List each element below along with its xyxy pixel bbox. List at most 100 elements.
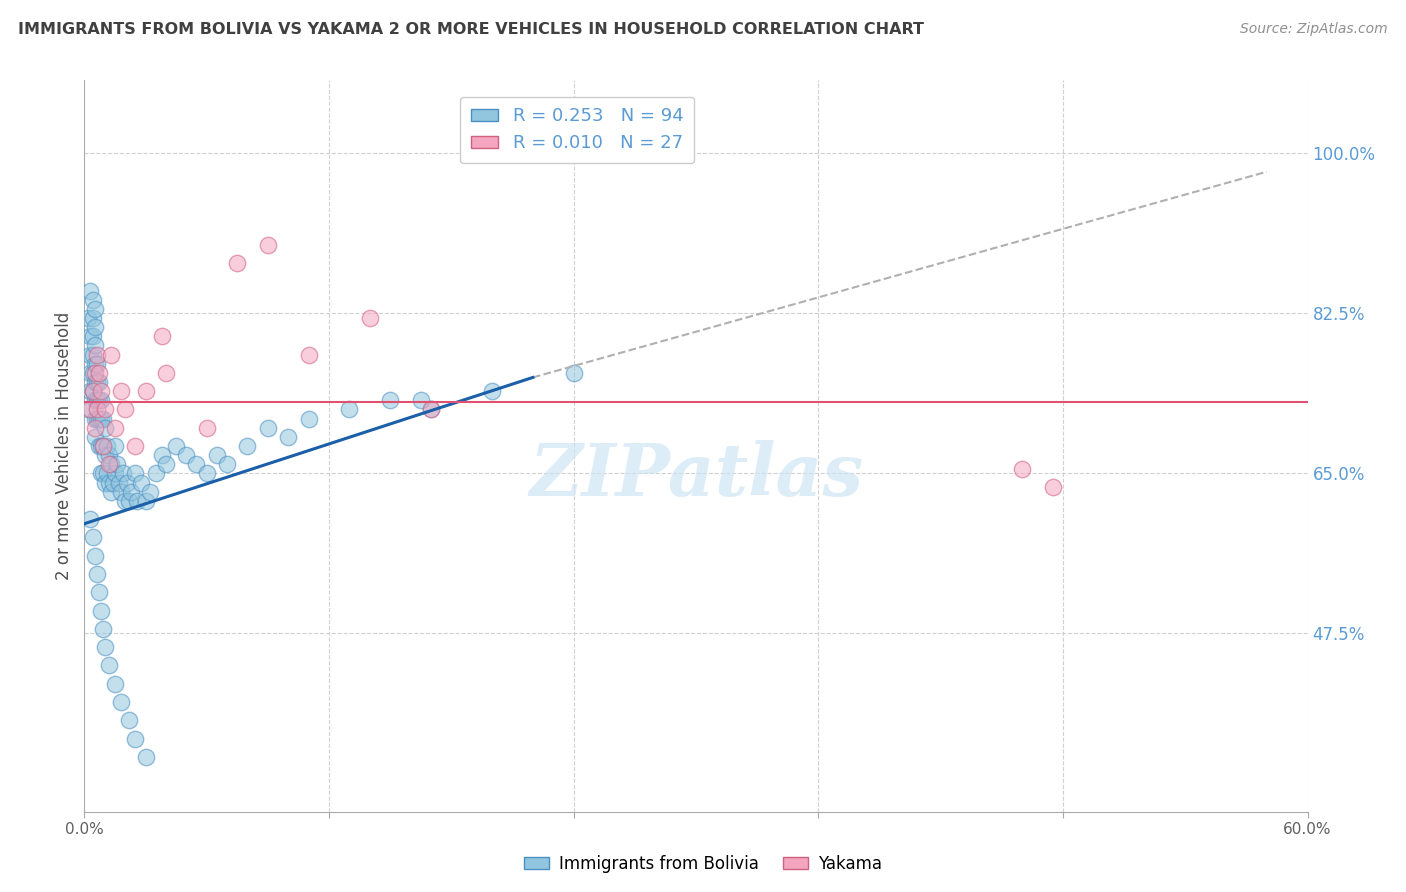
Point: [87, 585, 110, 599]
Point: [93, 448, 115, 462]
Point: [186, 457, 208, 471]
Point: [155, 366, 177, 380]
Point: [420, 402, 443, 417]
Point: [82, 311, 104, 326]
Point: [82, 384, 104, 399]
Point: [91, 411, 114, 425]
Point: [409, 393, 432, 408]
Point: [104, 467, 127, 481]
Point: [257, 421, 280, 435]
Point: [217, 457, 239, 471]
Point: [100, 347, 122, 362]
Point: [87, 393, 110, 408]
Point: [79, 347, 101, 362]
Point: [77, 402, 100, 417]
Point: [90, 384, 112, 399]
Point: [79, 329, 101, 343]
Point: [83, 430, 105, 444]
Point: [91, 467, 114, 481]
Point: [91, 622, 114, 636]
Point: [481, 384, 503, 399]
Point: [118, 494, 141, 508]
Point: [90, 411, 112, 425]
Point: [124, 439, 146, 453]
Point: [83, 357, 105, 371]
Point: [83, 411, 105, 425]
Point: [82, 366, 104, 380]
Point: [83, 320, 105, 334]
Point: [79, 402, 101, 417]
Point: [298, 347, 321, 362]
Point: [77, 311, 100, 326]
Point: [90, 393, 112, 408]
Point: [93, 421, 115, 435]
Point: [135, 494, 157, 508]
Point: [165, 439, 187, 453]
Point: [118, 714, 141, 728]
Point: [96, 439, 118, 453]
Point: [86, 375, 108, 389]
Point: [174, 448, 197, 462]
Point: [135, 384, 157, 399]
Point: [82, 384, 104, 399]
Legend: Immigrants from Bolivia, Yakama: Immigrants from Bolivia, Yakama: [517, 848, 889, 880]
Point: [97, 658, 120, 673]
Point: [127, 494, 149, 508]
Point: [205, 448, 228, 462]
Point: [124, 731, 146, 746]
Point: [82, 293, 104, 307]
Point: [135, 749, 157, 764]
Point: [97, 448, 120, 462]
Legend: R = 0.253   N = 94, R = 0.010   N = 27: R = 0.253 N = 94, R = 0.010 N = 27: [460, 96, 695, 163]
Point: [83, 338, 105, 352]
Point: [91, 439, 114, 453]
Point: [380, 393, 402, 408]
Point: [79, 284, 101, 298]
Point: [87, 411, 110, 425]
Point: [83, 421, 105, 435]
Point: [104, 676, 127, 690]
Point: [298, 411, 321, 425]
Point: [110, 384, 132, 399]
Point: [124, 467, 146, 481]
Point: [110, 695, 132, 709]
Point: [86, 347, 108, 362]
Point: [562, 366, 585, 380]
Point: [83, 549, 105, 563]
Point: [79, 366, 101, 380]
Text: IMMIGRANTS FROM BOLIVIA VS YAKAMA 2 OR MORE VEHICLES IN HOUSEHOLD CORRELATION CH: IMMIGRANTS FROM BOLIVIA VS YAKAMA 2 OR M…: [18, 22, 924, 37]
Point: [79, 512, 101, 526]
Point: [97, 475, 120, 490]
Point: [114, 494, 136, 508]
Point: [86, 411, 108, 425]
Point: [150, 329, 173, 343]
Point: [82, 347, 104, 362]
Point: [79, 384, 101, 399]
Point: [104, 421, 127, 435]
Point: [86, 567, 108, 582]
Point: [87, 439, 110, 453]
Point: [1042, 480, 1064, 494]
Point: [83, 393, 105, 408]
Point: [155, 457, 177, 471]
Point: [86, 402, 108, 417]
Point: [131, 475, 153, 490]
Point: [100, 484, 122, 499]
Point: [86, 393, 108, 408]
Point: [101, 475, 124, 490]
Point: [91, 439, 114, 453]
Point: [138, 484, 160, 499]
Point: [97, 457, 120, 471]
Point: [90, 439, 112, 453]
Point: [115, 475, 138, 490]
Point: [236, 439, 259, 453]
Point: [145, 467, 167, 481]
Point: [86, 357, 108, 371]
Point: [100, 457, 122, 471]
Point: [420, 402, 443, 417]
Point: [195, 421, 218, 435]
Point: [150, 448, 173, 462]
Point: [93, 402, 115, 417]
Point: [359, 311, 381, 326]
Point: [257, 237, 280, 252]
